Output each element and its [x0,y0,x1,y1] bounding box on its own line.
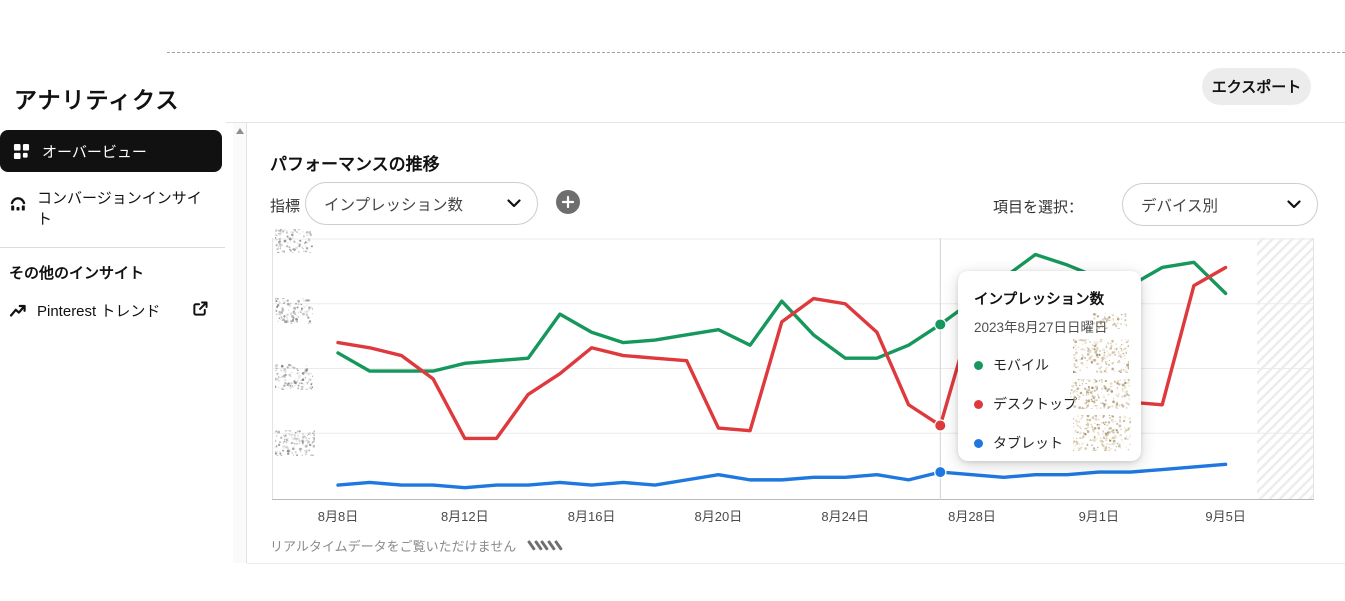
x-axis-labels: 8月8日 8月12日 8月16日 8月20日 8月24日 8月28日 9月1日 9月5日 [272,506,1314,524]
scroll-up-arrow-icon[interactable] [235,128,244,134]
sidebar: オーバービュー コンバージョンインサイト その他のインサイト Pinterest… [0,122,226,563]
tooltip-row-desktop: デスクトップ [974,394,1125,414]
x-tick-label: 8月16日 [567,509,616,524]
sidebar-link-pinterest-trends[interactable]: Pinterest トレンド [0,300,222,321]
sidebar-scrollbar[interactable] [233,123,247,563]
add-metric-button[interactable] [556,190,580,214]
trending-up-icon [9,302,27,320]
tooltip-title: インプレッション数 [974,292,1105,308]
page-title: アナリティクス [14,87,180,114]
tooltip-row-mobile: モバイル [974,355,1125,375]
realtime-note: リアルタイムデータをご覧いただけません [270,539,517,554]
chevron-down-icon [507,199,521,208]
chevron-down-icon [1287,200,1301,209]
x-tick-label: 9月5日 [1205,509,1246,524]
sidebar-item-label: オーバービュー [42,143,147,161]
chart-tooltip: インプレッション数 2023年8月27日日曜日 モバイル デスクトップ タブレッ… [958,271,1141,461]
x-tick-label: 8月20日 [694,509,743,524]
conversion-insights-icon [9,194,27,212]
x-tick-label: 8月12日 [440,509,489,524]
x-tick-label: 9月1日 [1078,509,1120,524]
split-by-label: 項目を選択： [993,199,1084,216]
top-dotted-divider [167,52,1345,53]
sidebar-item-overview[interactable]: オーバービュー [0,130,222,172]
sidebar-section-header: その他のインサイト [9,265,145,282]
chart-footer: リアルタイムデータをご覧いただけません [270,536,563,555]
sidebar-item-label: コンバージョンインサイト [37,190,202,228]
x-tick-label: 8月28日 [948,509,996,524]
sidebar-item-conversion-insights[interactable]: コンバージョンインサイト [0,180,222,238]
split-by-select[interactable]: デバイス別 [1122,183,1318,226]
tooltip-series-label: モバイル [993,357,1049,373]
desktop-series-dot [974,399,983,409]
metric-select[interactable]: インプレッション数 [305,182,538,225]
tablet-series-dot [974,438,983,448]
split-by-select-value: デバイス別 [1141,197,1219,215]
export-button[interactable]: エクスポート [1202,68,1311,105]
redacted-scribble [527,540,563,552]
tooltip-row-tablet: タブレット [974,433,1125,453]
mobile-series-dot [974,360,983,370]
section-title: パフォーマンスの推移 [270,155,440,175]
x-tick-label: 8月8日 [317,509,359,524]
sidebar-link-label: Pinterest トレンド [37,303,161,320]
tooltip-series-label: デスクトップ [993,396,1077,412]
overview-grid-icon [13,143,30,160]
metric-label: 指標 [270,198,301,215]
sidebar-divider [0,247,225,248]
bottom-divider [247,563,1345,564]
x-tick-label: 8月24日 [821,509,870,524]
external-link-icon [192,300,209,317]
tooltip-series-label: タブレット [993,435,1063,451]
metric-select-value: インプレッション数 [324,196,464,214]
header-divider [0,122,1345,123]
tooltip-date: 2023年8月27日日曜日 [974,320,1108,335]
plus-icon [562,196,574,208]
performance-line-chart[interactable] [272,227,1314,500]
chart-canvas [272,238,1314,500]
